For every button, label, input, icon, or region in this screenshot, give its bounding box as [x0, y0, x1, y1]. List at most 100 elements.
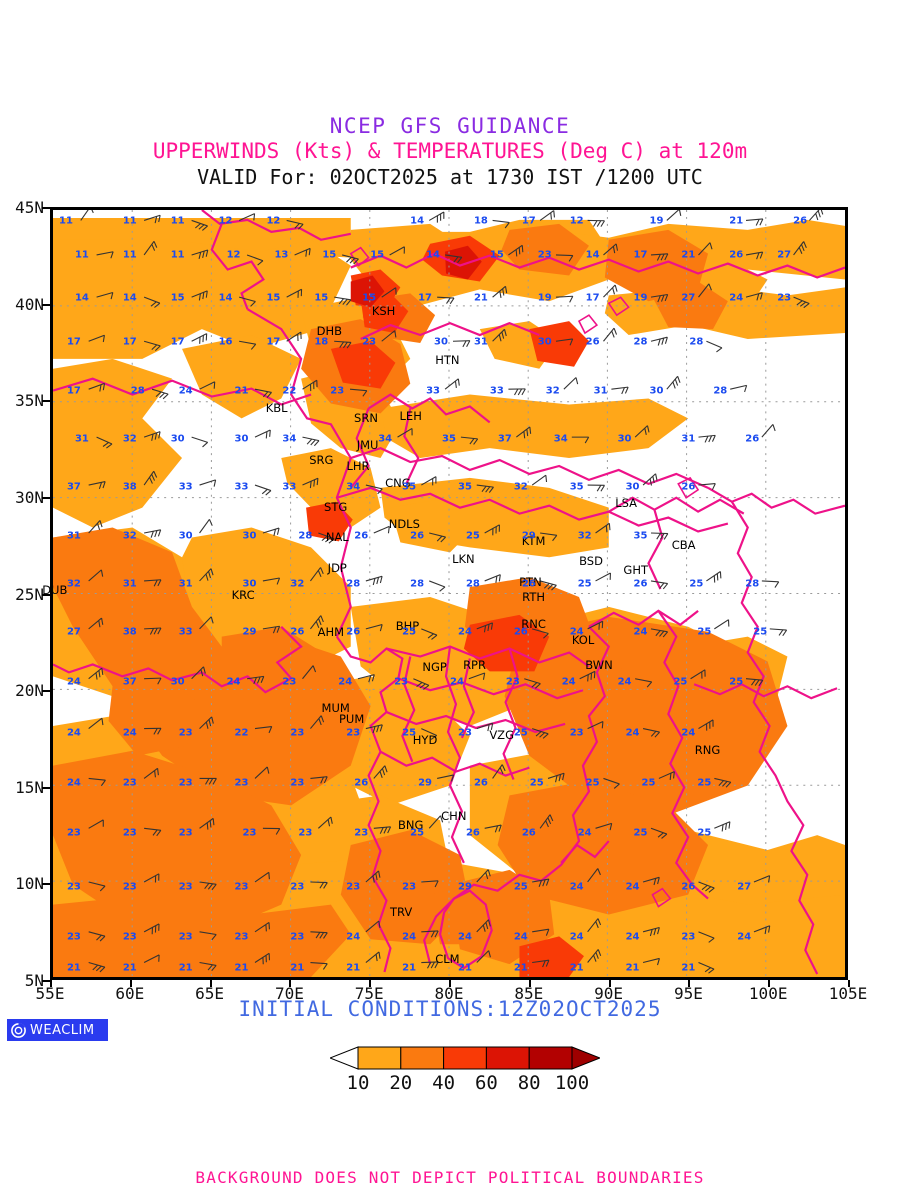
station-temperature: 17: [66, 336, 81, 348]
station-temperature: 23: [234, 931, 249, 943]
station-temperature: 21: [402, 962, 417, 974]
station-temperature: 24: [737, 931, 752, 943]
station-temperature: 27: [66, 626, 81, 638]
x-axis-tickmark: [129, 980, 132, 987]
wind-barb: [143, 470, 158, 486]
station-temperature: 21: [729, 215, 744, 227]
station-temperature: 24: [569, 626, 584, 638]
windspeed-colorbar[interactable]: [330, 1046, 600, 1070]
circle-logo-icon: [11, 1022, 26, 1038]
y-axis-tickmark: [42, 496, 50, 499]
wind-barb: [310, 776, 328, 784]
wind-barb: [761, 424, 776, 438]
wind-barb: [96, 436, 113, 449]
wind-barb: [532, 728, 549, 739]
wind-barb: [144, 827, 162, 837]
y-axis-tickmark: [42, 883, 50, 886]
station-temperature: 25: [689, 578, 704, 590]
wind-barb: [286, 219, 304, 230]
wind-barb: [239, 296, 256, 307]
wind-barb: [143, 431, 161, 441]
wind-barb: [555, 338, 574, 346]
city-label-srg: SRG: [309, 453, 334, 468]
y-axis-tickmark: [42, 207, 50, 209]
x-axis-tick-80E: 80E: [434, 984, 464, 1003]
wind-barb: [262, 827, 281, 835]
wind-barb: [246, 254, 264, 266]
station-temperature: 25: [697, 777, 712, 789]
wind-barb: [808, 210, 824, 221]
colorbar-segment: [400, 1046, 445, 1070]
wind-barb: [334, 296, 352, 306]
wind-barb: [286, 331, 302, 342]
station-temperature: 12: [266, 215, 281, 227]
wind-barb: [373, 525, 390, 534]
city-label-bsd: BSD: [579, 553, 603, 568]
station-temperature: 29: [457, 881, 472, 893]
station-temperature: 23: [362, 336, 377, 348]
station-temperature: 31: [473, 336, 488, 348]
station-temperature: 17: [170, 336, 185, 348]
station-temperature: 21: [457, 962, 472, 974]
city-label-jmu: JMU: [356, 437, 379, 452]
station-temperature: 31: [178, 578, 193, 590]
wind-barb: [698, 283, 712, 298]
station-temperature: 15: [362, 292, 377, 304]
wind-barb: [484, 824, 502, 833]
city-label-pum: PUM: [339, 712, 365, 727]
wind-barb: [302, 665, 317, 680]
wind-barb: [151, 388, 169, 400]
wind-barb: [144, 579, 162, 587]
wind-barb: [587, 868, 601, 883]
wind-barb: [698, 881, 715, 893]
x-axis-tickmark: [528, 980, 531, 987]
wind-barb: [389, 246, 405, 256]
station-temperature: 21: [681, 962, 696, 974]
wind-barb: [642, 957, 660, 966]
station-temperature: 31: [66, 530, 81, 542]
wind-barb: [532, 878, 550, 887]
wind-barb: [793, 241, 807, 256]
colorbar-tick-40: 40: [432, 1072, 456, 1094]
station-temperature: 28: [410, 578, 425, 590]
station-temperature: 37: [66, 481, 81, 493]
wind-barb: [144, 529, 162, 538]
city-label-kbl: KBL: [265, 400, 288, 415]
city-label-rng: RNG: [694, 743, 721, 758]
city-label-htn: HTN: [435, 352, 460, 367]
wind-barb: [254, 952, 271, 965]
wind-barb: [476, 622, 494, 633]
station-temperature: 25: [729, 676, 744, 688]
station-temperature: 25: [513, 881, 528, 893]
station-temperature: 23: [569, 727, 584, 739]
x-axis-tickmark: [848, 980, 850, 987]
station-temperature: 24: [729, 292, 744, 304]
station-temperature: 24: [346, 931, 361, 943]
station-temperature: 21: [122, 962, 137, 974]
wind-barb: [309, 567, 324, 582]
wind-barb: [143, 767, 159, 779]
wind-barb: [650, 293, 669, 303]
x-axis-tick-105E: 105E: [828, 984, 868, 1003]
wind-barb: [365, 623, 383, 632]
wind-barb: [421, 930, 439, 938]
station-temperature: 11: [58, 215, 73, 227]
station-temperature: 33: [426, 385, 440, 397]
wind-barb: [508, 388, 526, 396]
station-temperature: 35: [633, 530, 648, 542]
wind-barb: [603, 243, 619, 256]
station-temperature: 23: [234, 881, 249, 893]
station-temperature: 21: [681, 249, 696, 261]
station-temperature: 25: [633, 827, 648, 839]
wind-barb: [88, 617, 104, 630]
weaclim-logo[interactable]: WEACLIM: [7, 1019, 108, 1041]
wind-barb: [88, 569, 104, 582]
city-label-rnc: RNC: [521, 617, 546, 632]
wind-barb: [539, 580, 557, 591]
wind-barb: [714, 619, 730, 630]
wind-barb: [698, 483, 716, 491]
map-plot-area[interactable]: [50, 207, 848, 980]
station-temperature: 28: [745, 578, 760, 590]
wind-barb: [144, 677, 162, 685]
station-temperature: 15: [370, 249, 385, 261]
